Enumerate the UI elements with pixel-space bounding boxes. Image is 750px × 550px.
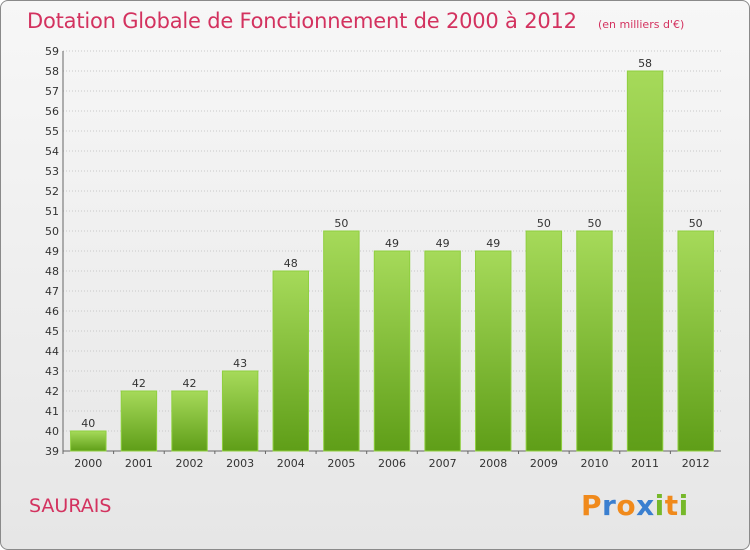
y-tick-label: 41 [45,405,59,418]
bar [373,250,411,452]
y-tick-label: 42 [45,385,59,398]
value-label: 49 [436,237,450,250]
x-tick-label: 2008 [479,457,507,470]
value-label: 49 [486,237,500,250]
x-tick-label: 2003 [226,457,254,470]
y-tick-label: 53 [45,165,59,178]
x-tick-label: 2007 [429,457,457,470]
bar [171,390,208,452]
logo-letter: i [654,489,665,522]
value-label: 42 [183,377,197,390]
bar [626,70,664,452]
bar [677,230,714,452]
y-tick-label: 46 [45,305,59,318]
x-tick-label: 2010 [580,457,608,470]
bar [323,230,360,452]
value-label: 49 [385,237,399,250]
logo-letter: t [664,489,679,522]
bar [120,390,158,452]
logo-letter: o [616,489,637,522]
y-tick-label: 56 [45,105,59,118]
y-tick-label: 49 [45,245,59,258]
bar [525,230,563,452]
value-label: 50 [587,217,601,230]
bar [272,270,309,452]
chart-title: Dotation Globale de Fonctionnement de 20… [27,9,577,33]
y-tick-label: 43 [45,365,59,378]
x-tick-label: 2001 [125,457,153,470]
x-tick-label: 2000 [74,457,102,470]
y-tick-label: 39 [45,445,59,458]
value-label: 43 [233,357,247,370]
y-tick-label: 52 [45,185,59,198]
title-row: Dotation Globale de Fonctionnement de 20… [27,9,684,33]
x-tick-label: 2012 [682,457,710,470]
value-label: 42 [132,377,146,390]
y-tick-label: 59 [45,45,59,58]
bar [70,430,107,452]
bar [424,250,461,452]
y-tick-label: 51 [45,205,59,218]
chart-subtitle: (en milliers d'€) [597,18,685,31]
value-label: 40 [81,417,95,430]
y-tick-label: 57 [45,85,59,98]
bar [475,250,512,452]
label-layer: 40 2000 42 2001 42 2002 43 2003 48 2004 50 2005 49 20… [74,57,709,470]
y-tick-label: 44 [45,345,59,358]
x-tick-label: 2011 [631,457,659,470]
y-tick-label: 47 [45,285,59,298]
logo-letter: x [636,489,655,522]
x-tick-label: 2002 [176,457,204,470]
y-tick-label: 58 [45,65,59,78]
y-tick-label: 54 [45,145,59,158]
y-tick-label: 40 [45,425,59,438]
x-tick-label: 2005 [327,457,355,470]
value-label: 58 [638,57,652,70]
value-label: 50 [537,217,551,230]
bar [221,370,259,452]
y-tick-label: 50 [45,225,59,238]
value-label: 50 [334,217,348,230]
logo-letter: P [581,489,603,522]
logo-letter: i [678,489,689,522]
bar [576,230,613,452]
x-tick-label: 2009 [530,457,558,470]
y-tick-label: 55 [45,125,59,138]
place-name: SAURAIS [29,495,112,517]
x-tick-label: 2004 [277,457,305,470]
value-label: 50 [689,217,703,230]
value-label: 48 [284,257,298,270]
bar-layer [70,70,714,452]
x-tick-label: 2006 [378,457,406,470]
logo-letter: r [602,489,617,522]
y-tick-label: 48 [45,265,59,278]
proxiti-logo: Proxiti [581,489,689,522]
y-tick-label: 45 [45,325,59,338]
